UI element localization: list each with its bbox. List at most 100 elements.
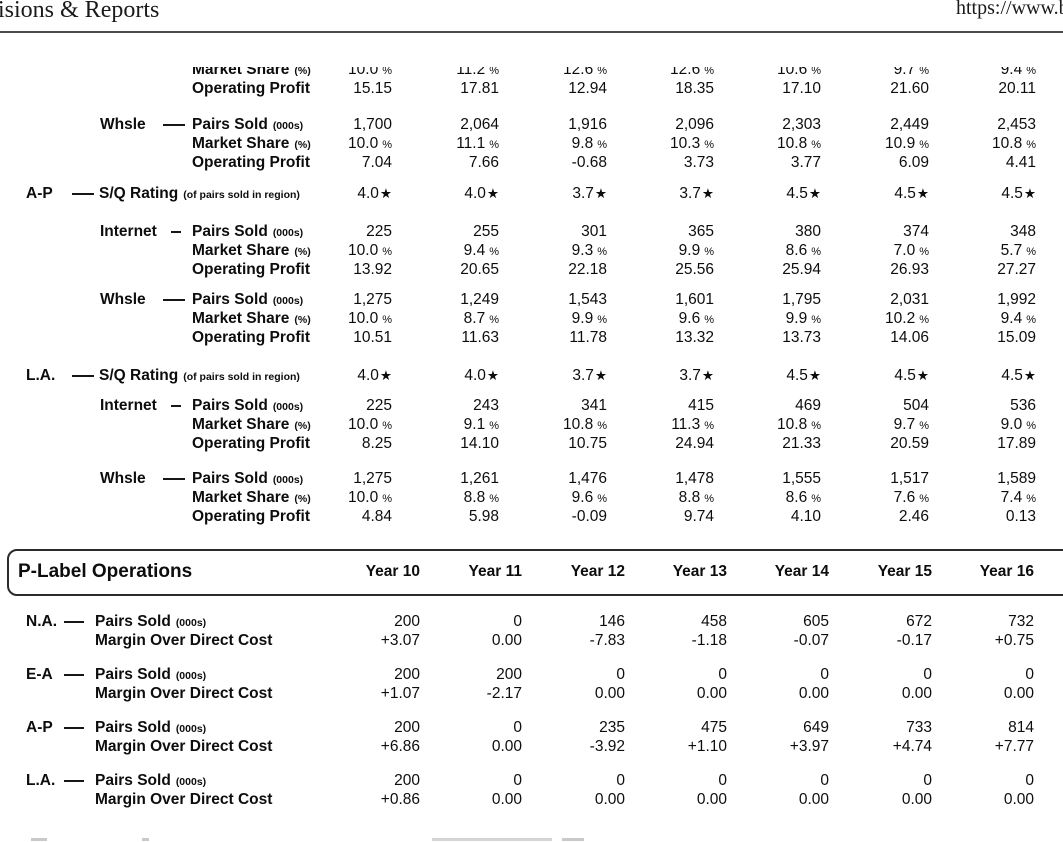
percent-sign: % bbox=[811, 139, 821, 151]
metric-unit-label: (%) bbox=[294, 139, 311, 151]
value-cell: 0 bbox=[923, 772, 932, 789]
table-row: Internet Pairs Sold (000s) 225 255 301 365 380 3… bbox=[0, 222, 1063, 241]
region-dash bbox=[64, 620, 84, 624]
segment-label: Internet bbox=[100, 223, 157, 240]
percent-sign: % bbox=[919, 139, 929, 151]
percent-sign: % bbox=[382, 493, 392, 505]
value-cell: 10.9% bbox=[885, 135, 929, 152]
value-cell: 4.10 bbox=[790, 508, 821, 525]
value-cell: 20.59 bbox=[890, 435, 929, 452]
value-cell: 200 bbox=[394, 613, 420, 630]
value-cell: 4.5★ bbox=[786, 367, 821, 384]
value-cell: 0.00 bbox=[696, 685, 727, 702]
region-label: N.A. bbox=[26, 613, 57, 630]
metric-unit-label: (000s) bbox=[272, 227, 304, 239]
segment-dash bbox=[171, 230, 181, 234]
value-cell: 0.00 bbox=[798, 685, 829, 702]
table-row: Whsle Pairs Sold (000s) 1,700 2,064 1,916 2,09… bbox=[0, 115, 1063, 134]
value-cell: +3.97 bbox=[789, 738, 829, 755]
value-cell: 17.10 bbox=[782, 80, 821, 97]
percent-sign: % bbox=[382, 246, 392, 258]
value-cell: 9.7% bbox=[893, 416, 929, 433]
value-cell: 225 bbox=[366, 397, 392, 414]
percent-sign: % bbox=[704, 420, 714, 432]
value-cell: 0.00 bbox=[491, 738, 522, 755]
metric-unit-label: (%) bbox=[294, 493, 311, 505]
percent-sign: % bbox=[597, 139, 607, 151]
value-cell: 9.1% bbox=[463, 416, 499, 433]
value-cell: 243 bbox=[473, 397, 499, 414]
metric-label: Operating Profit bbox=[192, 329, 310, 346]
plabel-section-title: P-Label Operations bbox=[18, 561, 193, 582]
metric-label: Market Share (%) bbox=[192, 135, 311, 152]
value-cell: 4.0★ bbox=[357, 367, 392, 384]
value-cell: 9.3% bbox=[571, 242, 607, 259]
table-row: Market Share (%) 10.0% 8.7% 9.9% 9.6% 9.9% 10.2… bbox=[0, 309, 1063, 328]
percent-sign: % bbox=[919, 65, 929, 77]
value-cell: 200 bbox=[394, 719, 420, 736]
value-cell: 348 bbox=[1010, 223, 1036, 240]
metric-label: S/Q Rating (of pairs sold in region) bbox=[99, 185, 300, 202]
region-label: L.A. bbox=[26, 367, 56, 384]
segment-label: Internet bbox=[100, 397, 157, 414]
value-cell: 4.0★ bbox=[357, 185, 392, 202]
metric-unit-label: (000s) bbox=[175, 617, 207, 629]
value-cell: 7.66 bbox=[468, 154, 499, 171]
table-row: N.A. Pairs Sold (000s) 200 0 146 458 605 672 732 bbox=[0, 612, 1063, 631]
value-cell: 255 bbox=[473, 223, 499, 240]
value-cell: 6.09 bbox=[898, 154, 929, 171]
star-icon: ★ bbox=[808, 186, 821, 201]
value-cell: 11.63 bbox=[461, 329, 499, 346]
metric-unit-label: (000s) bbox=[272, 474, 304, 486]
value-cell: 0.00 bbox=[901, 791, 932, 808]
value-cell: 1,992 bbox=[997, 291, 1036, 308]
year-column-header: Year 12 bbox=[570, 563, 625, 580]
value-cell: -7.83 bbox=[589, 632, 625, 649]
value-cell: 13.73 bbox=[782, 329, 821, 346]
value-cell: 0.00 bbox=[491, 632, 522, 649]
value-cell: 8.8% bbox=[463, 489, 499, 506]
star-icon: ★ bbox=[916, 186, 929, 201]
plabel-section-border bbox=[7, 549, 1063, 596]
value-cell: 1,601 bbox=[675, 291, 714, 308]
value-cell: -2.17 bbox=[486, 685, 522, 702]
value-cell: 536 bbox=[1010, 397, 1036, 414]
table-row: Whsle Pairs Sold (000s) 1,275 1,261 1,476 1,47… bbox=[0, 469, 1063, 488]
value-cell: 2,449 bbox=[890, 116, 929, 133]
value-cell: 14.10 bbox=[460, 435, 499, 452]
value-cell: 1,275 bbox=[353, 291, 392, 308]
star-icon: ★ bbox=[594, 186, 607, 201]
value-cell: -0.68 bbox=[571, 154, 607, 171]
value-cell: 25.56 bbox=[675, 261, 714, 278]
value-cell: 1,476 bbox=[568, 470, 607, 487]
value-cell: 225 bbox=[366, 223, 392, 240]
percent-sign: % bbox=[811, 65, 821, 77]
star-icon: ★ bbox=[1023, 186, 1036, 201]
metric-unit-label: (000s) bbox=[272, 120, 304, 132]
percent-sign: % bbox=[704, 139, 714, 151]
clipped-footer-text bbox=[432, 838, 552, 841]
value-cell: 7.6% bbox=[893, 489, 929, 506]
value-cell: 8.8% bbox=[678, 489, 714, 506]
value-cell: 11.3% bbox=[671, 416, 714, 433]
year-column-header: Year 11 bbox=[468, 563, 522, 580]
value-cell: 0.00 bbox=[901, 685, 932, 702]
value-cell: 9.9% bbox=[571, 310, 607, 327]
value-cell: 2,064 bbox=[460, 116, 499, 133]
value-cell: 18.35 bbox=[675, 80, 714, 97]
value-cell: 4.0★ bbox=[464, 367, 499, 384]
percent-sign: % bbox=[919, 420, 929, 432]
value-cell: -1.18 bbox=[691, 632, 727, 649]
star-icon: ★ bbox=[379, 186, 392, 201]
percent-sign: % bbox=[811, 314, 821, 326]
value-cell: 0.00 bbox=[594, 685, 625, 702]
value-cell: 10.0% bbox=[348, 489, 392, 506]
star-icon: ★ bbox=[701, 186, 714, 201]
value-cell: 3.77 bbox=[790, 154, 821, 171]
value-cell: 0.13 bbox=[1005, 508, 1036, 525]
value-cell: 2.46 bbox=[898, 508, 929, 525]
region-dash bbox=[64, 726, 84, 730]
metric-label: Operating Profit bbox=[192, 80, 310, 97]
metric-unit-label: (%) bbox=[294, 314, 311, 326]
